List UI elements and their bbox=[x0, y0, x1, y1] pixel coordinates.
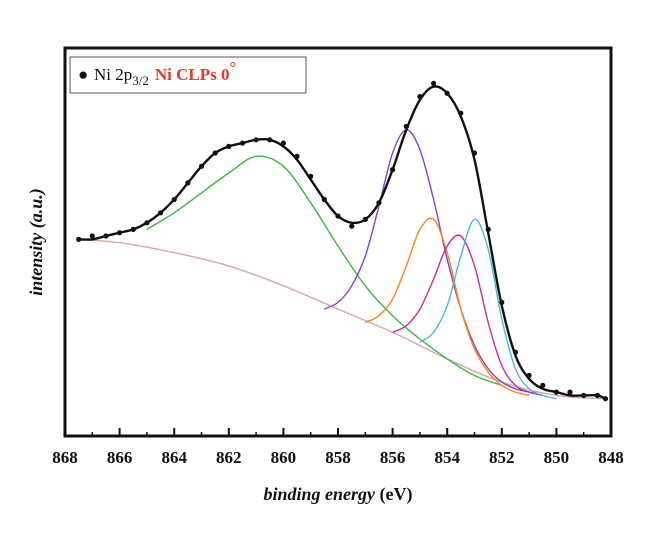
data-point bbox=[130, 226, 136, 232]
x-tick-label: 862 bbox=[216, 448, 242, 467]
data-point bbox=[335, 213, 341, 219]
data-point bbox=[458, 110, 464, 116]
data-point bbox=[280, 140, 286, 146]
data-point bbox=[485, 226, 491, 232]
component-green-line bbox=[146, 155, 503, 387]
data-point bbox=[581, 392, 587, 398]
data-point bbox=[526, 372, 532, 379]
data-point bbox=[512, 349, 519, 355]
x-tick-label: 850 bbox=[544, 448, 570, 467]
x-tick-label: 864 bbox=[161, 448, 187, 467]
x-axis-ticks: 868 866 864 862 860 858 856 854 852 850 848 bbox=[52, 428, 624, 467]
data-point bbox=[158, 210, 164, 216]
data-point bbox=[567, 389, 573, 395]
x-tick-label: 860 bbox=[271, 448, 297, 467]
x-axis-title-unit: (eV) bbox=[375, 484, 412, 505]
data-point bbox=[294, 153, 300, 159]
x-tick-label: 854 bbox=[434, 448, 460, 467]
data-point bbox=[253, 137, 259, 143]
fit-curves bbox=[78, 85, 606, 400]
data-point bbox=[144, 220, 150, 226]
data-point bbox=[349, 223, 355, 229]
x-tick-label: 868 bbox=[52, 448, 78, 467]
data-point bbox=[499, 299, 505, 305]
legend-text: Ni 2p3/2 Ni CLPs 0° bbox=[94, 58, 236, 88]
data-point bbox=[117, 230, 123, 236]
data-point bbox=[239, 140, 246, 146]
data-point bbox=[376, 200, 382, 206]
legend-subscript: 3/2 bbox=[132, 73, 149, 88]
data-point bbox=[76, 236, 82, 242]
x-axis-title-italic: binding energy bbox=[264, 484, 377, 504]
data-point bbox=[198, 163, 205, 169]
data-point bbox=[171, 196, 177, 203]
x-tick-label: 848 bbox=[598, 448, 624, 467]
data-point bbox=[267, 137, 273, 143]
data-point bbox=[308, 173, 314, 179]
data-point bbox=[321, 196, 327, 203]
data-point bbox=[431, 80, 437, 86]
legend-marker: ● bbox=[78, 65, 88, 84]
y-axis-title: intensity (a.u.) bbox=[26, 188, 47, 296]
component-orange-line bbox=[364, 217, 530, 397]
x-tick-label: 852 bbox=[489, 448, 515, 467]
data-point bbox=[471, 150, 478, 156]
data-point bbox=[540, 382, 546, 388]
data-point bbox=[390, 167, 396, 173]
data-point bbox=[594, 392, 601, 398]
component-purple-line bbox=[323, 129, 543, 397]
legend: ● Ni 2p3/2 Ni CLPs 0° bbox=[69, 56, 307, 94]
component-cyan-line bbox=[419, 218, 557, 400]
x-axis-title: binding energy (eV) bbox=[264, 484, 413, 505]
envelope-fit-line bbox=[78, 85, 606, 400]
data-point bbox=[362, 216, 368, 222]
data-point bbox=[602, 396, 609, 402]
data-point bbox=[103, 233, 109, 239]
legend-sample: Ni CLPs 0 bbox=[155, 65, 230, 84]
data-point bbox=[403, 123, 409, 130]
data-point bbox=[444, 90, 450, 96]
x-tick-label: 858 bbox=[325, 448, 351, 467]
legend-degree: ° bbox=[230, 58, 237, 77]
data-point bbox=[185, 180, 191, 186]
legend-box bbox=[69, 56, 307, 94]
data-point bbox=[212, 150, 218, 156]
legend-base: Ni 2p bbox=[94, 65, 132, 84]
x-tick-label: 856 bbox=[380, 448, 406, 467]
data-point bbox=[553, 389, 560, 395]
data-point bbox=[417, 94, 423, 100]
data-point bbox=[226, 143, 232, 149]
component-magenta-line bbox=[392, 234, 543, 397]
data-point bbox=[89, 233, 95, 239]
x-tick-label: 866 bbox=[107, 448, 133, 467]
data-points bbox=[76, 80, 609, 402]
